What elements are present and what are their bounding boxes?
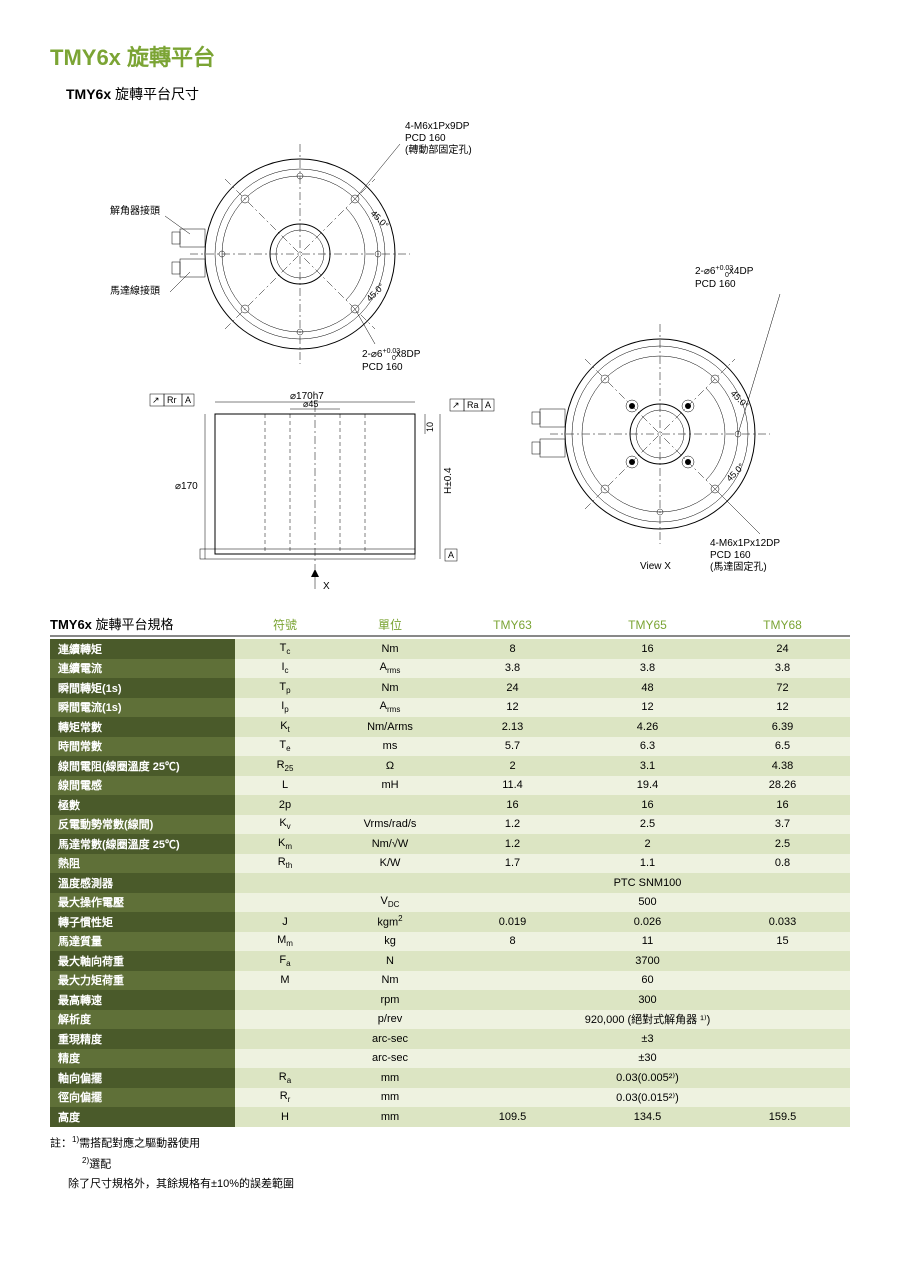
table-row: 徑向偏擺Rrmm0.03(0.015²⁾) bbox=[50, 1088, 850, 1108]
table-row: 瞬間轉矩(1s)TpNm244872 bbox=[50, 678, 850, 698]
table-row: 重現精度arc-sec±3 bbox=[50, 1029, 850, 1049]
table-row: 連續電流IcArms3.83.83.8 bbox=[50, 659, 850, 679]
svg-text:A: A bbox=[448, 550, 454, 560]
svg-text:A: A bbox=[185, 395, 191, 405]
table-row: 最大操作電壓VDC500 bbox=[50, 893, 850, 913]
svg-text:(馬達固定孔): (馬達固定孔) bbox=[710, 560, 767, 573]
table-row: 最大力矩荷重MNm60 bbox=[50, 971, 850, 991]
svg-text:45.0°: 45.0° bbox=[369, 208, 391, 230]
svg-text:View X: View X bbox=[640, 561, 671, 572]
svg-text:4-M6x1Px12DP: 4-M6x1Px12DP bbox=[710, 538, 780, 549]
svg-text:(轉動部固定孔): (轉動部固定孔) bbox=[405, 143, 472, 156]
table-row: 反電動勢常數(線間)KvVrms/rad/s1.22.53.7 bbox=[50, 815, 850, 835]
svg-text:PCD 160: PCD 160 bbox=[695, 279, 736, 290]
svg-text:PCD 160: PCD 160 bbox=[710, 550, 751, 561]
table-row: 馬達質量Mmkg81115 bbox=[50, 932, 850, 952]
spec-header: TMY6x 旋轉平台規格 符號 單位 TMY63 TMY65 TMY68 bbox=[50, 614, 850, 637]
svg-text:2-⌀6+0.030x8DP: 2-⌀6+0.030x8DP bbox=[362, 348, 421, 362]
table-row: 極數2p161616 bbox=[50, 795, 850, 815]
svg-text:⌀45: ⌀45 bbox=[303, 399, 318, 409]
table-row: 最高轉速rpm300 bbox=[50, 990, 850, 1010]
table-row: 線間電阻(線圈溫度 25℃)R25Ω23.14.38 bbox=[50, 756, 850, 776]
table-row: 精度arc-sec±30 bbox=[50, 1049, 850, 1069]
svg-text:2-⌀6+0.030x4DP: 2-⌀6+0.030x4DP bbox=[695, 265, 754, 279]
table-row: 最大軸向荷重FaN3700 bbox=[50, 951, 850, 971]
svg-text:PCD 160: PCD 160 bbox=[362, 362, 403, 373]
dimensions-heading: TMY6x 旋轉平台尺寸 bbox=[66, 84, 850, 104]
table-row: 時間常數Tems5.76.36.5 bbox=[50, 737, 850, 757]
page-title: TMY6x 旋轉平台 bbox=[50, 40, 850, 72]
svg-text:A: A bbox=[485, 400, 491, 410]
svg-text:10: 10 bbox=[425, 422, 435, 432]
table-row: 軸向偏擺Ramm0.03(0.005²⁾) bbox=[50, 1068, 850, 1088]
svg-text:Rr: Rr bbox=[167, 395, 177, 405]
svg-text:↗: ↗ bbox=[152, 395, 160, 405]
table-row: 熱阻RthK/W1.71.10.8 bbox=[50, 854, 850, 874]
table-row: 瞬間電流(1s)IpArms121212 bbox=[50, 698, 850, 718]
svg-text:PCD 160: PCD 160 bbox=[405, 133, 446, 144]
table-row: 連續轉矩TcNm81624 bbox=[50, 639, 850, 659]
table-row: 高度Hmm109.5134.5159.5 bbox=[50, 1107, 850, 1127]
svg-text:↗: ↗ bbox=[452, 400, 460, 410]
svg-text:H±0.4: H±0.4 bbox=[443, 467, 454, 494]
svg-text:4-M6x1Px9DP: 4-M6x1Px9DP bbox=[405, 121, 470, 132]
table-row: 馬達常數(線圈溫度 25℃)KmNm/√W1.222.5 bbox=[50, 834, 850, 854]
table-row: 溫度感測器PTC SNM100 bbox=[50, 873, 850, 893]
table-row: 轉矩常數KtNm/Arms2.134.266.39 bbox=[50, 717, 850, 737]
table-row: 解析度p/rev920,000 (絕對式解角器 ¹⁾) bbox=[50, 1010, 850, 1030]
spec-table: 連續轉矩TcNm81624連續電流IcArms3.83.83.8瞬間轉矩(1s)… bbox=[50, 639, 850, 1127]
table-row: 轉子慣性矩Jkgm20.0190.0260.033 bbox=[50, 912, 850, 932]
svg-text:⌀170: ⌀170 bbox=[175, 481, 198, 492]
svg-text:X: X bbox=[323, 581, 330, 592]
svg-text:馬達線接頭: 馬達線接頭 bbox=[110, 284, 160, 297]
svg-text:45.0°: 45.0° bbox=[729, 388, 751, 410]
engineering-drawing: 45.0° 45.0° 4-M6x1Px9DP PCD 160 (轉動部固定孔)… bbox=[50, 114, 850, 604]
footnotes: 註：1)需搭配對應之驅動器使用 2)選配 除了尺寸規格外，其餘規格有±10%的誤… bbox=[50, 1133, 850, 1196]
table-row: 線間電感LmH11.419.428.26 bbox=[50, 776, 850, 796]
svg-text:解角器接頭: 解角器接頭 bbox=[110, 204, 160, 217]
svg-text:Ra: Ra bbox=[467, 400, 479, 410]
